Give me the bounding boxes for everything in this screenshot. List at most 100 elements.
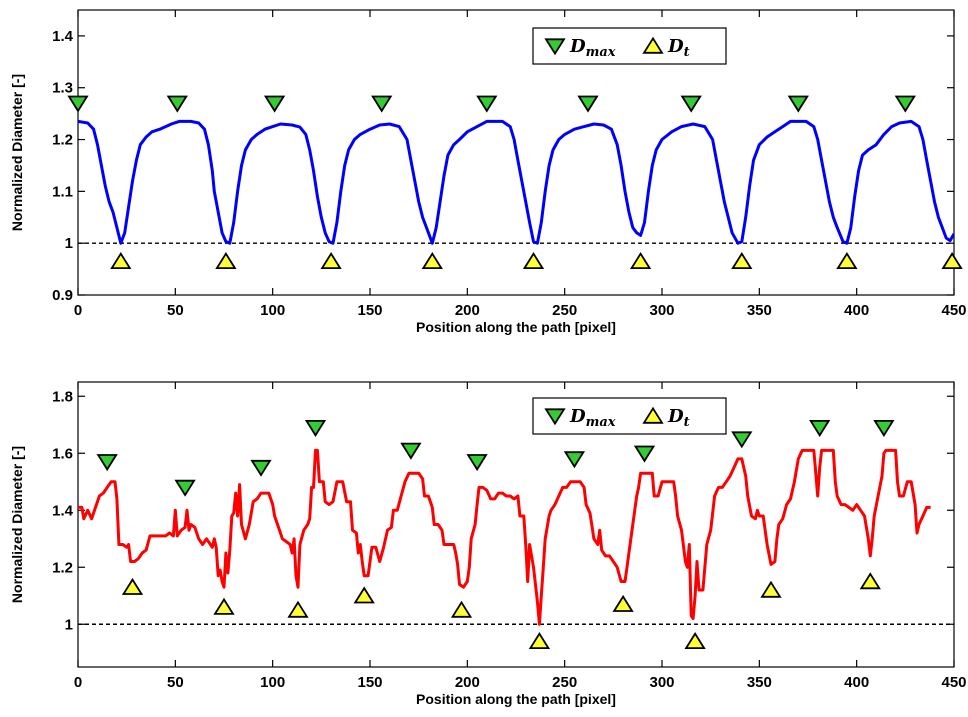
x-tick-label: 250 (552, 674, 577, 691)
x-tick-label: 200 (455, 674, 480, 691)
dt-marker (684, 632, 706, 649)
legend-label: Dmax (569, 36, 616, 60)
x-tick-label: 0 (74, 302, 82, 319)
dmax-marker (263, 95, 286, 113)
dt-marker (760, 580, 782, 598)
top-chart-panel: 0 50 100 150 200 250 300 350 400 450 0.9 1 1.1 1.2 1.3… (9, 9, 967, 335)
x-tick-label: 450 (941, 674, 966, 691)
legend-label: Dmax (569, 406, 616, 430)
dt-marker (353, 586, 375, 604)
legend-label-sub: max (586, 415, 616, 430)
dmax-marker (466, 454, 488, 472)
y-tick-label: 1.4 (52, 502, 74, 519)
x-tick-label: 300 (649, 302, 674, 319)
dmax-marker (250, 459, 272, 477)
dmax-marker (787, 95, 809, 113)
legend-marker-dmax (544, 38, 566, 56)
y-tick-label: 1.2 (52, 559, 73, 576)
x-tick-label: 50 (167, 302, 184, 319)
dt-marker (859, 572, 881, 590)
legend-label-sub: t (684, 45, 690, 60)
dmax-marker (67, 95, 89, 113)
dt-marker (522, 252, 545, 270)
x-tick-label: 350 (747, 674, 772, 691)
legend-label-main: D (667, 36, 684, 57)
dmax-marker (96, 454, 118, 472)
legend-label-main: D (569, 406, 586, 427)
legend-label-sub: t (684, 415, 690, 430)
x-tick-label: 50 (167, 674, 184, 691)
y-tick-label: 1.1 (52, 183, 73, 200)
x-tick-label: 300 (649, 674, 674, 691)
legend-box (532, 27, 727, 65)
y-tick-label: 1 (65, 616, 73, 633)
diameter-curve (78, 448, 931, 626)
legend-label-main: D (667, 406, 684, 427)
x-tick-label: 150 (357, 302, 382, 319)
x-tick-label: 0 (74, 674, 82, 691)
x-tick-label: 350 (747, 302, 772, 319)
x-tick-label: 450 (941, 302, 966, 319)
dmax-marker (304, 419, 327, 437)
x-tick-label: 100 (260, 302, 285, 319)
legend: Dmax Dt (532, 397, 727, 435)
y-tick-label: 1.4 (52, 28, 74, 45)
y-axis-label: Normalized Diameter [-] (9, 446, 25, 603)
plot-frame (77, 381, 955, 668)
legend-label: Dt (667, 406, 690, 430)
dt-marker (110, 252, 132, 270)
x-axis-label: Position along the path [pixel] (416, 691, 616, 707)
bottom-chart-panel: 0 50 100 150 200 250 300 350 400 450 1 1.2 1.4 1.6 1.8… (9, 381, 967, 707)
dt-marker (213, 597, 235, 615)
x-tick-label: 250 (552, 302, 577, 319)
dmax-marker (873, 419, 895, 437)
dt-marker (528, 632, 551, 649)
legend-label-main: D (569, 36, 586, 57)
legend-box (532, 397, 727, 435)
y-tick-label: 0.9 (52, 287, 73, 304)
dt-marker (287, 600, 309, 618)
dt-marker (320, 252, 342, 270)
dt-marker (450, 600, 473, 618)
y-tick-label: 1.6 (52, 445, 73, 462)
dmax-marker (166, 95, 188, 113)
legend-marker-dmax (544, 408, 566, 426)
dt-marker (629, 252, 652, 270)
dt-marker (836, 252, 858, 270)
y-tick-label: 1 (65, 235, 73, 252)
dmax-marker (563, 451, 586, 469)
legend: Dmax Dt (532, 27, 727, 65)
x-tick-label: 400 (844, 302, 869, 319)
y-tick-label: 1.2 (52, 132, 73, 149)
dmax-marker (680, 95, 702, 113)
dmax-marker (174, 479, 196, 497)
plot-frame (77, 9, 955, 296)
legend-marker-dt (642, 36, 664, 54)
dt-marker (941, 252, 963, 270)
y-tick-label: 1.3 (52, 80, 73, 97)
y-tick-label: 1.8 (52, 388, 73, 405)
dmax-marker (731, 431, 753, 449)
x-tick-label: 400 (844, 674, 869, 691)
dmax-marker (633, 445, 656, 463)
y-axis-label: Normalized Diameter [-] (9, 74, 25, 231)
dt-marker (731, 252, 753, 270)
dmax-marker (371, 95, 393, 113)
dmax-marker (577, 95, 599, 113)
diameter-curve (78, 119, 954, 245)
dmax-marker (476, 95, 498, 113)
dt-marker (612, 594, 634, 612)
dmax-marker (809, 419, 831, 437)
dt-marker (421, 252, 443, 270)
x-tick-label: 100 (260, 674, 285, 691)
legend-label: Dt (667, 36, 690, 60)
legend-label-sub: max (586, 45, 616, 60)
x-tick-label: 200 (455, 302, 480, 319)
dmax-marker (894, 95, 916, 113)
x-tick-label: 150 (357, 674, 382, 691)
legend-marker-dt (642, 406, 664, 424)
dmax-marker (400, 442, 422, 460)
dt-marker (215, 252, 237, 270)
x-axis-label: Position along the path [pixel] (416, 319, 616, 335)
